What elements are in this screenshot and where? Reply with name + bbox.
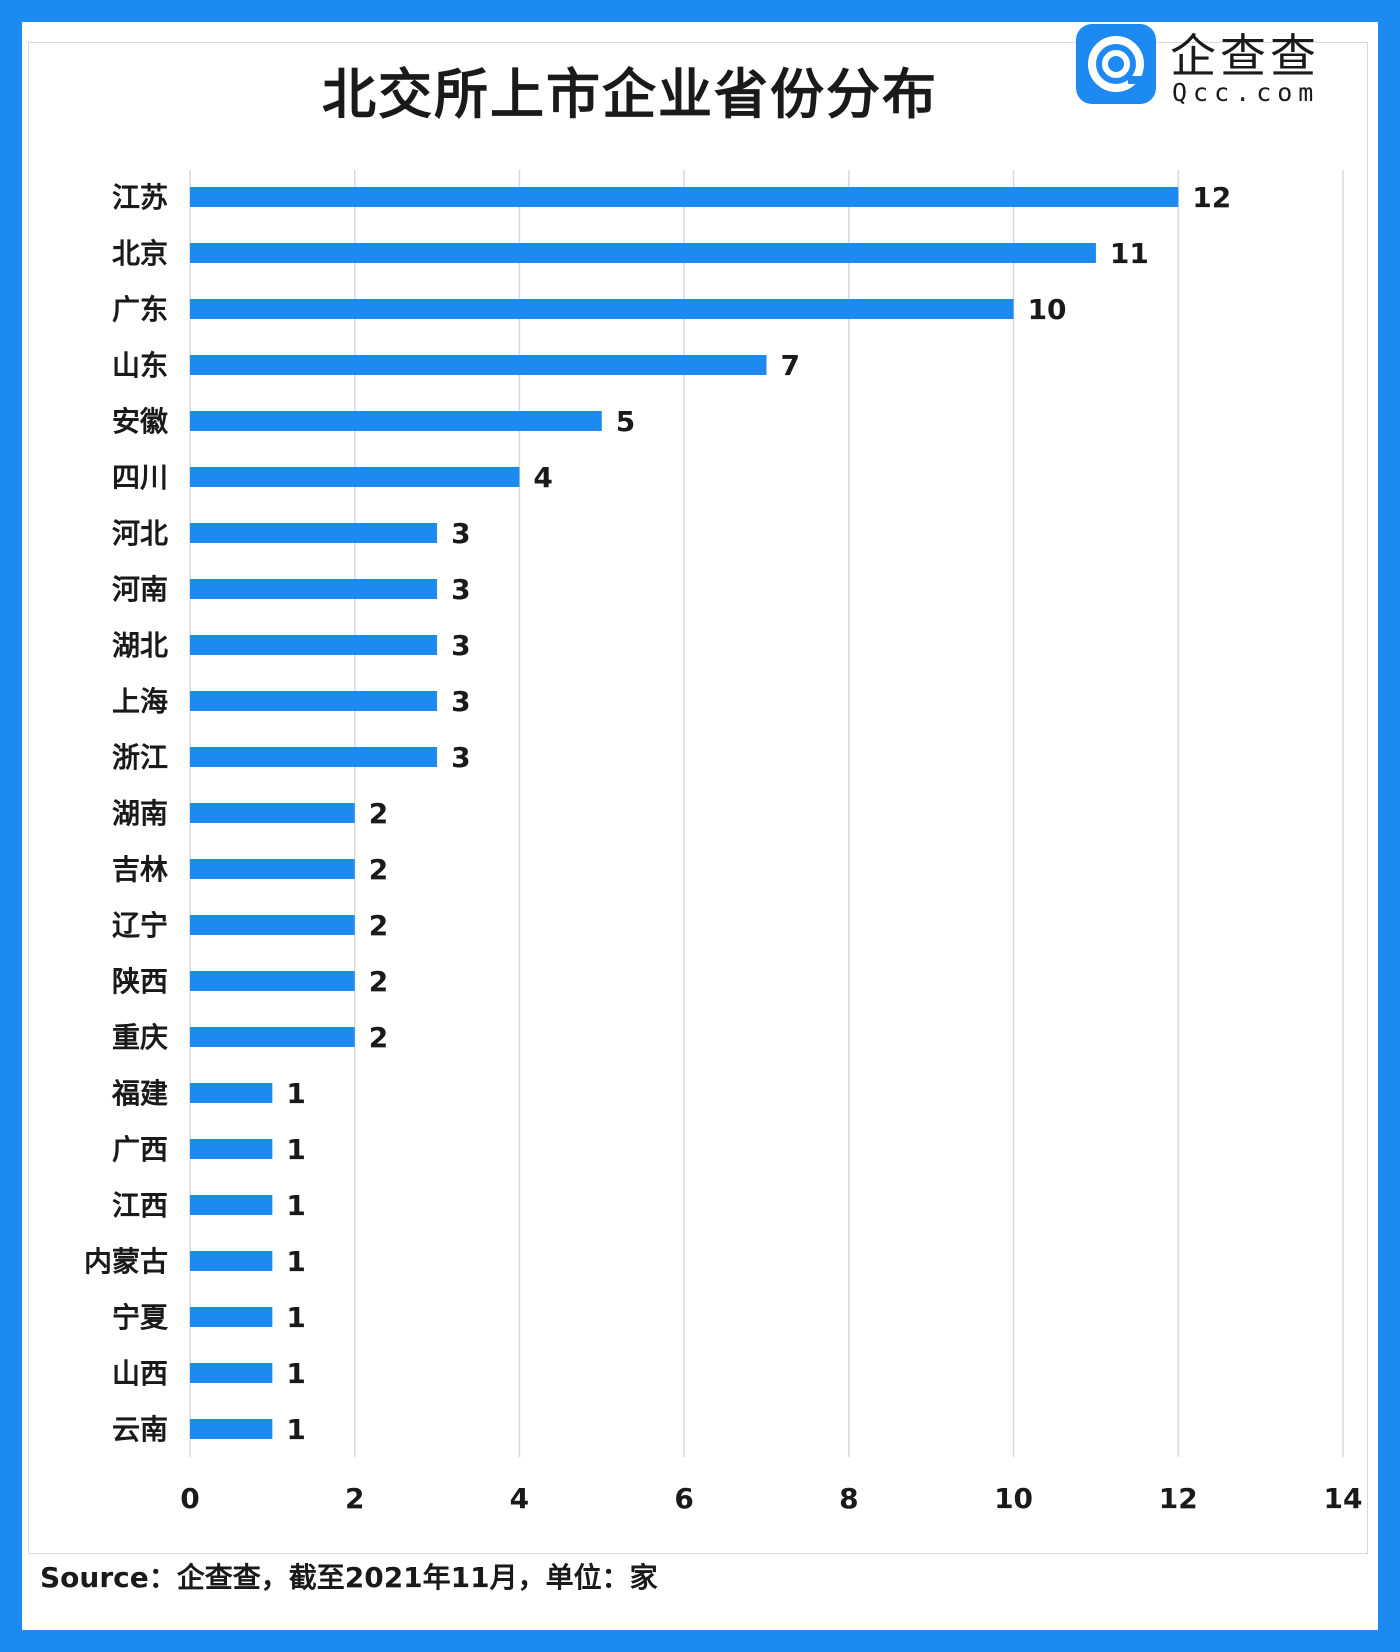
x-tick-label: 12: [1159, 1482, 1198, 1515]
x-tick-label: 0: [180, 1482, 199, 1515]
value-label: 2: [369, 965, 388, 998]
value-label: 1: [286, 1133, 305, 1166]
logo-name: 企查查: [1170, 29, 1320, 83]
value-label: 3: [451, 573, 470, 606]
source-note: Source：企查查，截至2021年11月，单位：家: [40, 1561, 658, 1594]
category-label: 广东: [112, 293, 168, 326]
bar: [190, 1251, 273, 1271]
category-label: 湖南: [112, 797, 168, 830]
bar: [190, 1195, 273, 1215]
category-label: 江西: [112, 1189, 168, 1222]
value-label: 3: [451, 685, 470, 718]
bar: [190, 299, 1014, 319]
value-label: 2: [369, 909, 388, 942]
bar: [190, 1307, 273, 1327]
value-label: 2: [369, 853, 388, 886]
category-label: 江苏: [112, 181, 168, 214]
bar: [190, 579, 438, 599]
category-label: 浙江: [112, 741, 168, 774]
value-label: 3: [451, 629, 470, 662]
value-label: 12: [1192, 181, 1231, 214]
value-label: 5: [616, 405, 635, 438]
category-label: 四川: [112, 461, 168, 494]
category-label: 北京: [112, 237, 168, 270]
bar: [190, 635, 438, 655]
category-label: 陕西: [112, 965, 168, 998]
value-label: 1: [286, 1413, 305, 1446]
category-label: 山西: [112, 1357, 168, 1390]
category-label: 内蒙古: [84, 1245, 168, 1278]
category-label: 吉林: [112, 853, 168, 886]
qcc-logo-icon: [1076, 24, 1156, 104]
category-label: 宁夏: [112, 1301, 169, 1334]
category-label: 重庆: [112, 1021, 168, 1054]
bar: [190, 187, 1179, 207]
x-tick-label: 14: [1324, 1482, 1363, 1515]
value-label: 2: [369, 797, 388, 830]
x-tick-label: 10: [994, 1482, 1033, 1515]
value-label: 1: [286, 1245, 305, 1278]
logo-domain: Qcc.com: [1172, 78, 1320, 107]
bar: [190, 915, 355, 935]
chart-title: 北交所上市企业省份分布: [322, 63, 938, 126]
value-label: 1: [286, 1189, 305, 1222]
value-label: 11: [1110, 237, 1149, 270]
x-tick-label: 4: [510, 1482, 529, 1515]
x-tick-label: 2: [345, 1482, 364, 1515]
value-label: 1: [286, 1357, 305, 1390]
category-label: 河南: [112, 573, 168, 606]
value-label: 3: [451, 741, 470, 774]
value-label: 7: [781, 349, 800, 382]
category-label: 云南: [112, 1413, 168, 1446]
bar: [190, 355, 767, 375]
x-tick-label: 8: [839, 1482, 858, 1515]
bar: [190, 1083, 273, 1103]
x-tick-label: 6: [674, 1482, 693, 1515]
category-label: 湖北: [112, 629, 168, 662]
bar: [190, 691, 438, 711]
category-label: 河北: [112, 517, 168, 550]
category-label: 辽宁: [112, 909, 168, 942]
category-label: 广西: [112, 1133, 168, 1166]
bar: [190, 1027, 355, 1047]
bar: [190, 411, 602, 431]
category-label: 山东: [112, 349, 168, 382]
bar: [190, 523, 438, 543]
bar: [190, 859, 355, 879]
chart-panel: [28, 42, 1368, 1554]
bar: [190, 971, 355, 991]
bar: [190, 747, 438, 767]
bar: [190, 1419, 273, 1439]
value-label: 1: [286, 1077, 305, 1110]
bar: [190, 243, 1096, 263]
bar: [190, 1139, 273, 1159]
bar: [190, 1363, 273, 1383]
value-label: 1: [286, 1301, 305, 1334]
category-label: 安徽: [112, 405, 169, 438]
value-label: 2: [369, 1021, 388, 1054]
category-label: 福建: [111, 1077, 168, 1110]
value-label: 4: [533, 461, 552, 494]
value-label: 10: [1028, 293, 1067, 326]
bar: [190, 803, 355, 823]
value-label: 3: [451, 517, 470, 550]
category-label: 上海: [112, 685, 168, 718]
bar: [190, 467, 520, 487]
